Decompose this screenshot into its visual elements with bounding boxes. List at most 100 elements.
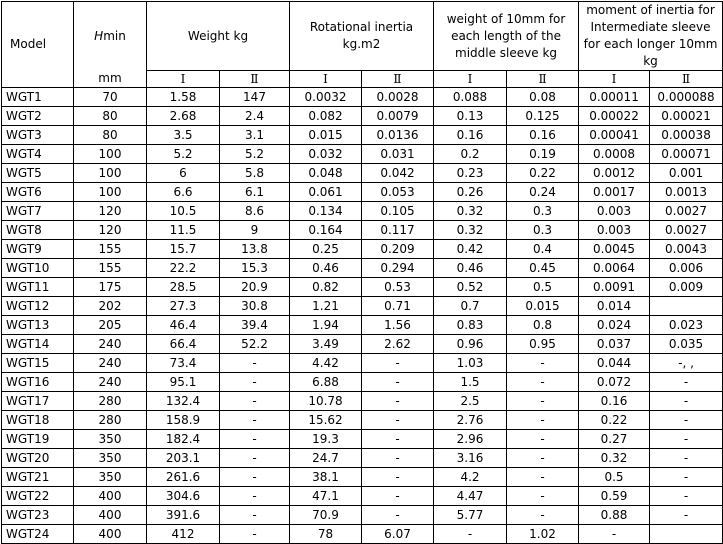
data-row: WGT8 120 11.5 9 0.164 0.117 0.32 0.3 0.003 0.0027 — [1, 220, 723, 240]
data-row: WGT22 400 304.6-47.1-4.47-0.59- — [1, 486, 723, 506]
data-row: WGT19 350 182.4-19.3-2.96-0.27- — [1, 429, 723, 449]
value-cell: - — [506, 410, 580, 430]
model-cell: WGT18 — [1, 410, 74, 430]
value-cell: 1.21 — [289, 296, 362, 316]
value-cell: 0.0027 — [649, 201, 723, 221]
value-cell: 73.4 — [146, 353, 220, 373]
value-cell: - — [219, 410, 290, 430]
value-cell: 6 — [146, 163, 220, 183]
value-cell: 15.7 — [146, 239, 220, 259]
value-cell: 47.1 — [289, 486, 362, 506]
data-row: WGT5 100 6 5.8 0.048 0.042 0.23 0.22 0.0012 0.001 — [1, 163, 723, 183]
value-cell: 202 — [73, 296, 147, 316]
value-cell: 6.88 — [289, 372, 362, 392]
value-cell: 5.2 — [219, 144, 290, 164]
header-cell: Hmin — [73, 1, 147, 71]
value-cell: 0.71 — [360, 296, 435, 316]
value-cell: - — [219, 429, 290, 449]
value-cell: 175 — [73, 277, 147, 297]
value-cell: 0.27 — [578, 429, 651, 449]
value-cell: 0.088 — [433, 87, 508, 107]
value-cell: 0.048 — [289, 163, 362, 183]
value-cell: 0.16 — [506, 125, 580, 145]
value-cell: - — [649, 391, 723, 411]
header-cell: Model — [1, 1, 74, 88]
model-cell: WGT21 — [1, 467, 74, 487]
value-cell: - — [219, 372, 290, 392]
value-cell: 19.3 — [289, 429, 362, 449]
value-cell: 0.5 — [578, 467, 651, 487]
value-cell: 5.77 — [433, 505, 508, 525]
value-cell: 24.7 — [289, 448, 362, 468]
value-cell: 0.006 — [649, 258, 723, 278]
value-cell: 27.3 — [146, 296, 220, 316]
value-cell: 100 — [73, 182, 147, 202]
value-cell: 132.4 — [146, 391, 220, 411]
value-cell: 6.07 — [360, 524, 435, 544]
value-cell: 280 — [73, 410, 147, 430]
value-cell: 0.4 — [506, 239, 580, 259]
data-row: WGT12 202 27.3 30.8 1.21 0.71 0.7 0.015 0.014 — [1, 296, 723, 316]
value-cell: 0.032 — [289, 144, 362, 164]
model-cell: WGT13 — [1, 315, 74, 335]
value-cell: - — [219, 524, 290, 544]
value-cell: - — [433, 524, 508, 544]
value-cell: 155 — [73, 258, 147, 278]
data-row: WGT3 80 3.5 3.1 0.015 0.0136 0.16 0.16 0.00041 0.… — [1, 125, 723, 145]
value-cell: - — [360, 467, 435, 487]
value-cell: - — [219, 467, 290, 487]
value-cell: 6.1 — [219, 182, 290, 202]
value-cell: 0.015 — [289, 125, 362, 145]
value-cell: 13.8 — [219, 239, 290, 259]
value-cell: 8.6 — [219, 201, 290, 221]
value-cell: 78 — [289, 524, 362, 544]
value-cell: 240 — [73, 353, 147, 373]
value-cell: 15.62 — [289, 410, 362, 430]
value-cell: 46.4 — [146, 315, 220, 335]
value-cell: 100 — [73, 144, 147, 164]
value-cell: 0.8 — [506, 315, 580, 335]
value-cell: 0.0013 — [649, 182, 723, 202]
value-cell: 0.00041 — [578, 125, 651, 145]
sub-header-cell: Ⅱ — [360, 70, 435, 88]
value-cell: 4.47 — [433, 486, 508, 506]
value-cell: 0.32 — [578, 448, 651, 468]
value-cell: 15.3 — [219, 258, 290, 278]
model-cell: WGT10 — [1, 258, 74, 278]
value-cell: 0.19 — [506, 144, 580, 164]
value-cell: 4.2 — [433, 467, 508, 487]
value-cell: 66.4 — [146, 334, 220, 354]
value-cell: 0.294 — [360, 258, 435, 278]
value-cell: 3.16 — [433, 448, 508, 468]
value-cell: 0.32 — [433, 220, 508, 240]
value-cell: - — [506, 467, 580, 487]
model-cell: WGT12 — [1, 296, 74, 316]
model-cell: WGT11 — [1, 277, 74, 297]
data-row: WGT20 350 203.1-24.7-3.16-0.32- — [1, 448, 723, 468]
value-cell: 0.037 — [578, 334, 651, 354]
value-cell: 0.45 — [506, 258, 580, 278]
value-cell: 1.5 — [433, 372, 508, 392]
value-cell — [649, 524, 723, 544]
value-cell: - — [506, 448, 580, 468]
value-cell: - — [360, 372, 435, 392]
data-row: WGT1 70 1.58 147 0.0032 0.0028 0.088 0.08 0.0001… — [1, 87, 723, 107]
data-row: WGT2 80 2.68 2.4 0.082 0.0079 0.13 0.125 0.00022… — [1, 106, 723, 126]
data-row: WGT16 240 95.1-6.88-1.5-0.072- — [1, 372, 723, 392]
value-cell: 280 — [73, 391, 147, 411]
value-cell: 155 — [73, 239, 147, 259]
sub-header-cell: Ⅱ — [219, 70, 290, 88]
value-cell: 0.3 — [506, 220, 580, 240]
value-cell: - — [219, 448, 290, 468]
value-cell: 9 — [219, 220, 290, 240]
model-cell: WGT23 — [1, 505, 74, 525]
value-cell: 2.4 — [219, 106, 290, 126]
value-cell: 0.0064 — [578, 258, 651, 278]
value-cell: - — [578, 524, 651, 544]
sub-header-cell: Ⅱ — [506, 70, 580, 88]
value-cell: 95.1 — [146, 372, 220, 392]
value-cell: 0.015 — [506, 296, 580, 316]
value-cell: 0.00071 — [649, 144, 723, 164]
value-cell: 205 — [73, 315, 147, 335]
value-cell: 0.00022 — [578, 106, 651, 126]
